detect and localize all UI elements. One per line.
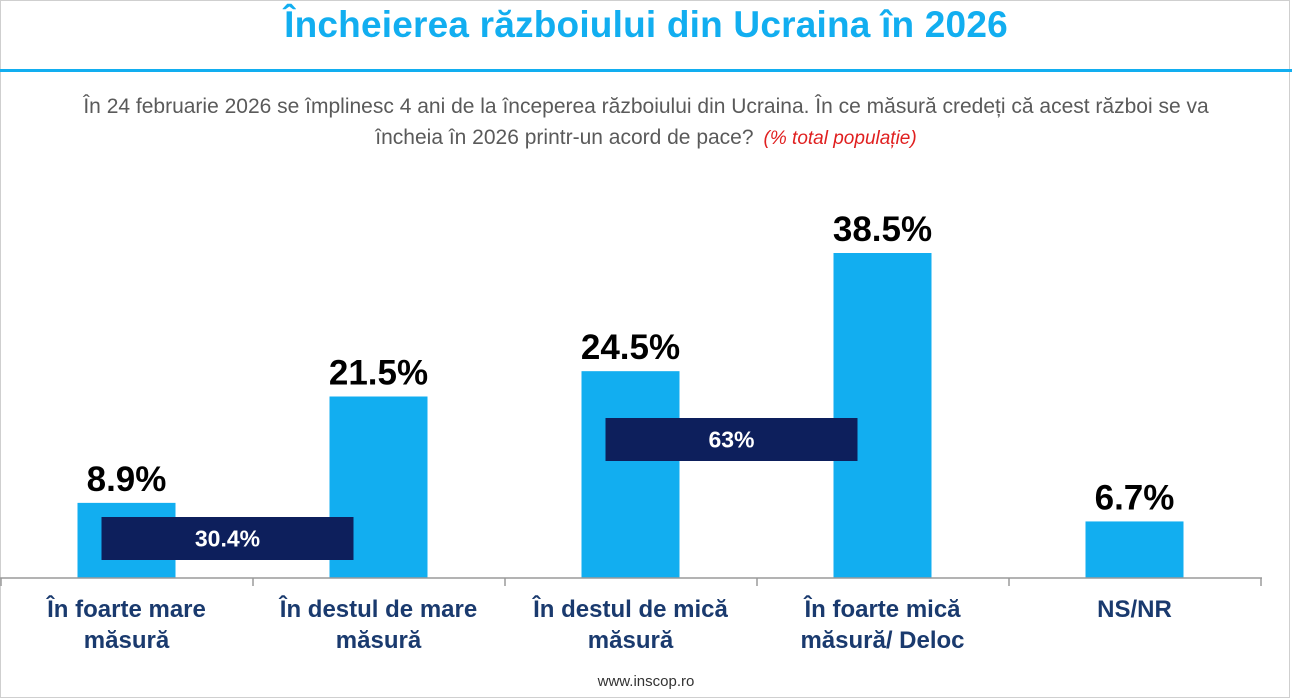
group-total-label: 63% <box>708 427 754 453</box>
question-note: (% total populație) <box>763 128 917 149</box>
category-label: NS/NR <box>1097 596 1172 623</box>
page-title: Încheierea războiului din Ucraina în 202… <box>284 4 1008 45</box>
data-label: 24.5% <box>581 328 680 367</box>
title-divider <box>0 69 1292 72</box>
bar <box>581 371 680 578</box>
category-label: măsură <box>84 627 170 654</box>
bar <box>833 253 932 578</box>
data-label: 38.5% <box>833 210 932 249</box>
category-label: În destul de mică <box>532 595 728 623</box>
category-label: În destul de mare <box>279 595 477 623</box>
group-total-box <box>101 517 354 560</box>
category-label: În foarte mare <box>46 595 206 623</box>
group-total-label: 30.4% <box>195 526 260 552</box>
category-label: În foarte mică <box>803 595 961 623</box>
category-label: măsură <box>336 627 422 654</box>
data-label: 8.9% <box>87 460 167 499</box>
data-label: 21.5% <box>329 354 428 393</box>
category-label: măsură/ Deloc <box>800 627 964 654</box>
survey-question: În 24 februarie 2026 se împlinesc 4 ani … <box>70 91 1222 154</box>
footer-website: www.inscop.ro <box>597 673 695 690</box>
question-text: În 24 februarie 2026 se împlinesc 4 ani … <box>83 95 1209 149</box>
data-label: 6.7% <box>1095 478 1175 517</box>
bar <box>1085 521 1184 578</box>
category-label: măsură <box>588 627 674 654</box>
group-total-box <box>605 418 858 461</box>
